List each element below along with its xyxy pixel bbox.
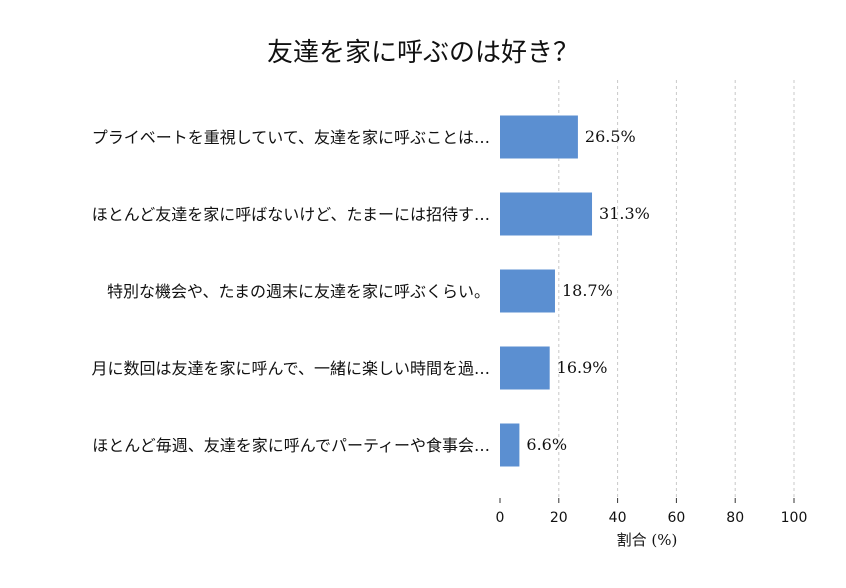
x-tick-label: 100 (781, 510, 808, 526)
bars (500, 115, 593, 467)
bar (500, 269, 555, 313)
bar (500, 346, 550, 390)
category-label: プライベートを重視していて、友達を家に呼ぶことは… (92, 128, 490, 147)
category-label: 月に数回は友達を家に呼んで、一緒に楽しい時間を過… (91, 359, 490, 378)
category-labels: プライベートを重視していて、友達を家に呼ぶことは… ほとんど友達を家に呼ばないけど… (91, 128, 490, 455)
x-tick-label: 0 (496, 510, 505, 526)
category-label: ほとんど毎週、友達を家に呼んでパーティーや食事会… (92, 436, 490, 455)
value-label: 18.7% (562, 281, 613, 300)
bar (500, 115, 578, 159)
x-axis-ticks: 0 20 40 60 80 100 (496, 498, 808, 526)
value-label: 16.9% (557, 358, 608, 377)
bar (500, 192, 593, 236)
x-axis-label: 割合 (%) (617, 531, 678, 549)
x-tick-label: 60 (667, 510, 685, 526)
bar (500, 423, 520, 467)
x-tick-label: 40 (609, 510, 627, 526)
value-label: 26.5% (585, 127, 636, 146)
value-label: 31.3% (599, 204, 650, 223)
grid-lines (558, 80, 795, 498)
x-tick-label: 20 (550, 510, 568, 526)
chart-title: 友達を家に呼ぶのは好き？ (267, 38, 579, 68)
x-tick-label: 80 (726, 510, 744, 526)
category-label: ほとんど友達を家に呼ばないけど、たまーには招待す… (92, 205, 490, 224)
value-label: 6.6% (526, 435, 567, 454)
value-labels: 26.5% 31.3% 18.7% 16.9% 6.6% (526, 127, 649, 454)
category-label: 特別な機会や、たまの週末に友達を家に呼ぶくらい。 (107, 282, 490, 301)
